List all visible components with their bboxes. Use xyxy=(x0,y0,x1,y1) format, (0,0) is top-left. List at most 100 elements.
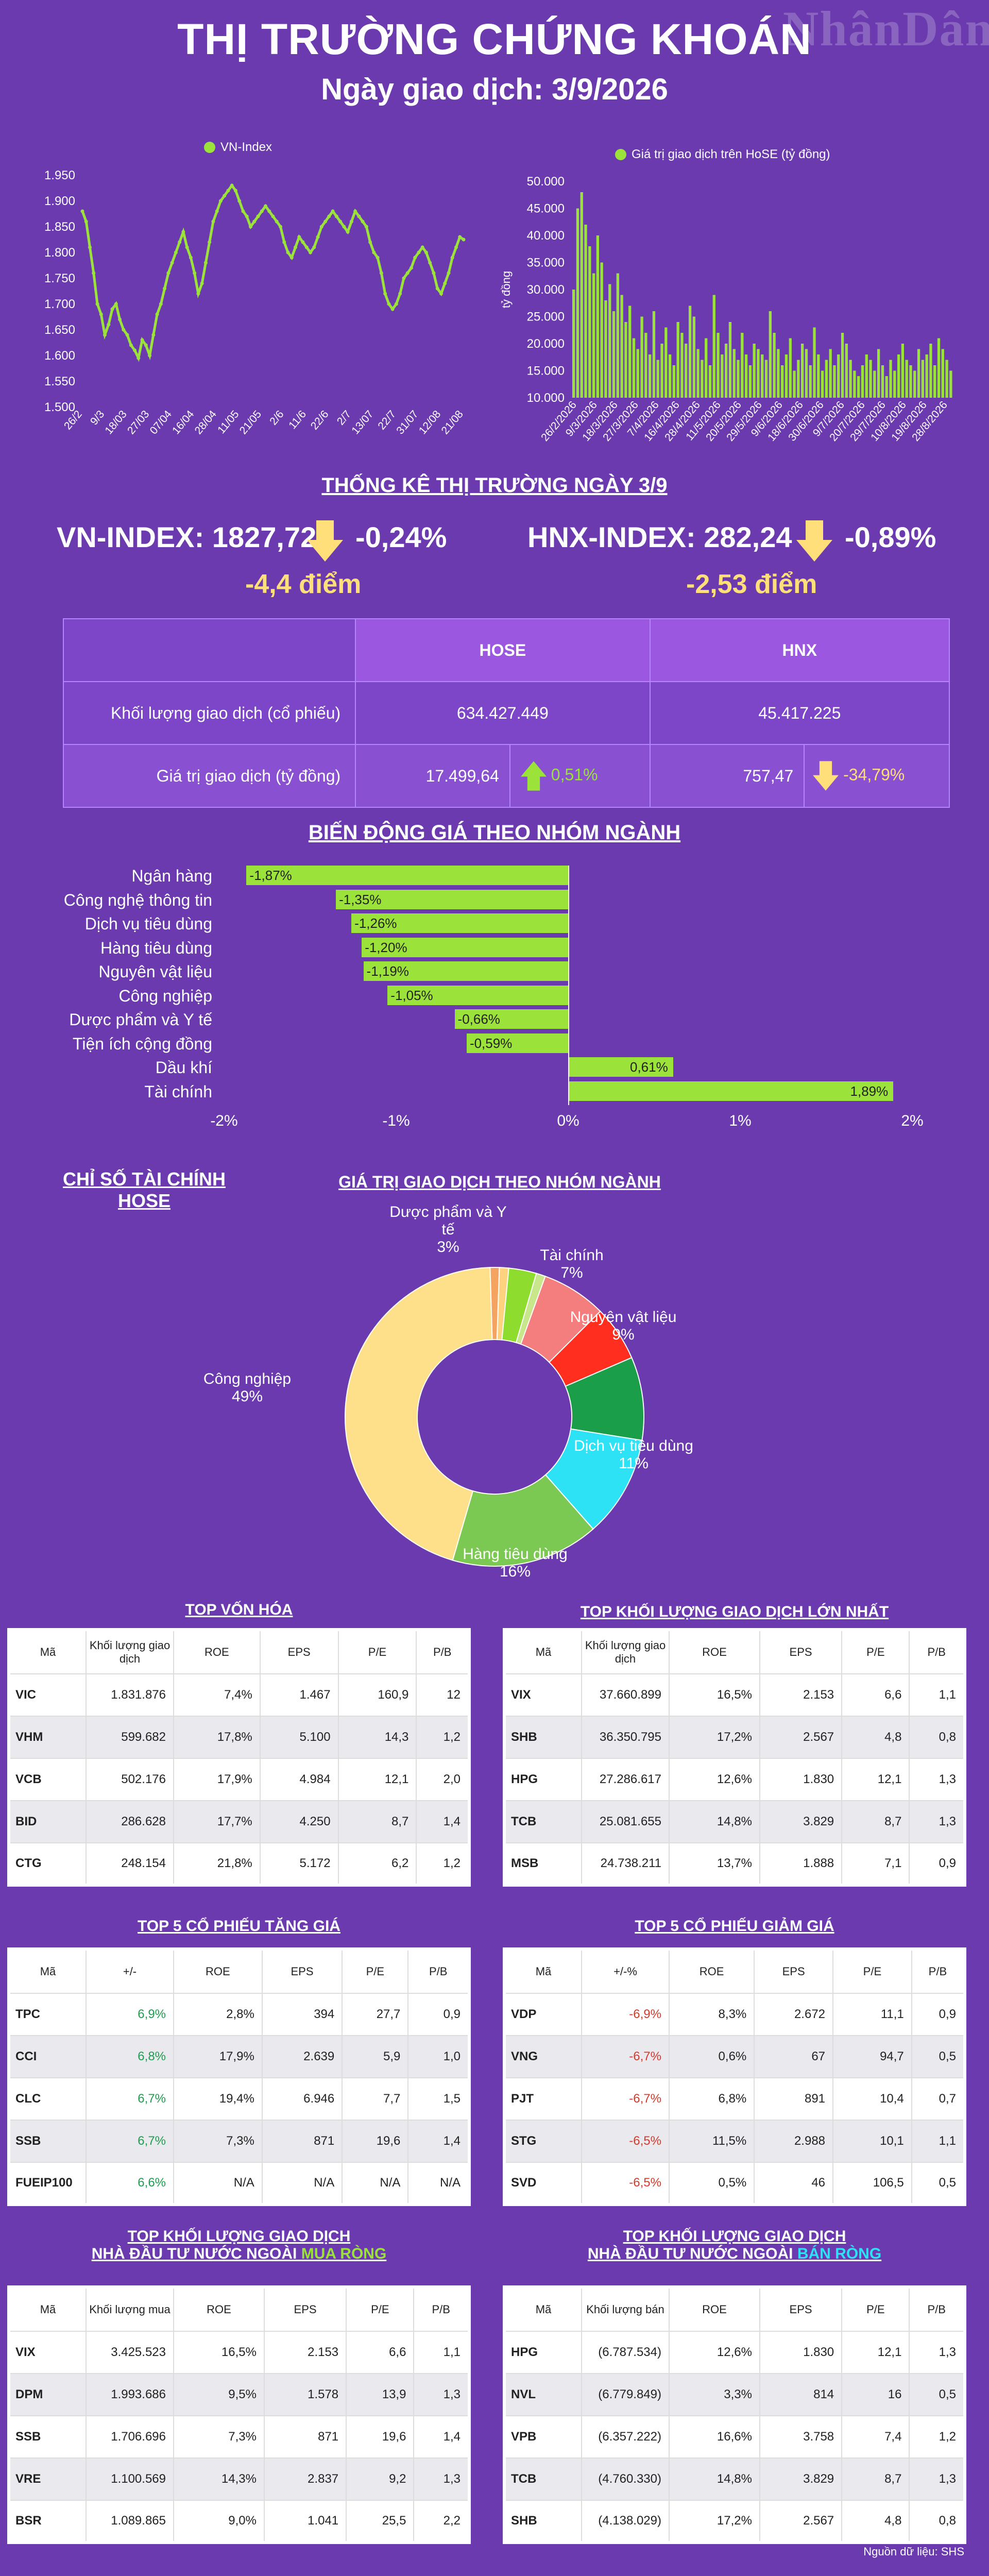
data-point xyxy=(103,333,107,337)
column-header: ROE xyxy=(173,2286,265,2332)
bar xyxy=(624,322,627,398)
pie-slice-label: Dược phẩm và Y tế 3% xyxy=(386,1204,510,1256)
y-tick-label: 1.700 xyxy=(44,297,75,311)
bar xyxy=(825,360,828,398)
data-point xyxy=(155,312,159,316)
sector-label: Hàng tiêu dùng xyxy=(100,938,212,957)
table-row: VPB (6.357.222) 16,6% 3.758 7,4 1,2 xyxy=(504,2415,965,2459)
slice-name: Dược phẩm và Y tế xyxy=(389,1204,507,1238)
data-point xyxy=(409,266,413,270)
bar xyxy=(929,344,932,398)
table-row: SVD -6,5% 0,5% 46 106,5 0,5 xyxy=(504,2162,966,2205)
table-cell: 248.154 xyxy=(86,1842,174,1886)
data-point xyxy=(260,209,264,213)
data-point xyxy=(428,261,432,265)
table-title-line: TOP KHỐI LƯỢNG GIAO DỊCH xyxy=(127,2228,351,2245)
sector-bar-chart: Ngân hàng -1,87% Công nghệ thông tin -1,35%… xyxy=(0,866,989,1144)
data-point xyxy=(84,219,88,224)
data-point xyxy=(200,281,204,285)
table-cell: 599.682 xyxy=(86,1716,174,1759)
data-point xyxy=(286,250,290,255)
column-header: Mã xyxy=(8,1948,87,1994)
column-header: +/-% xyxy=(581,1948,670,1994)
bar xyxy=(865,354,868,398)
bar xyxy=(628,306,632,398)
data-point xyxy=(424,250,428,255)
table-cell: 2.153 xyxy=(759,1673,843,1717)
table-cell: BID xyxy=(8,1800,87,1843)
bar xyxy=(692,316,695,398)
table-cell: 37.660.899 xyxy=(581,1673,670,1717)
title-highlight: MUA RÒNG xyxy=(301,2245,387,2262)
column-header: ROE xyxy=(173,1629,261,1674)
table-cell: VIC xyxy=(8,1673,87,1717)
bar xyxy=(901,344,905,398)
table-cell: VIX xyxy=(8,2331,87,2374)
table-cell: 6,7% xyxy=(86,2077,174,2121)
table-cell: 1.993.686 xyxy=(86,2373,174,2416)
data-point xyxy=(223,194,227,198)
table-header-row: Mã Khối lượng giao dịch ROE EPS P/E P/B xyxy=(504,1629,965,1674)
table-title: TOP 5 CỔ PHIẾU GIẢM GIÁ xyxy=(635,1918,834,1935)
table-cell: 394 xyxy=(261,1993,343,2036)
pie-title: GIÁ TRỊ GIAO DỊCH THEO NHÓM NGÀNH xyxy=(338,1173,661,1191)
data-point xyxy=(110,307,114,311)
data-point xyxy=(454,245,458,249)
data-point xyxy=(196,292,200,296)
table-cell: 16,5% xyxy=(669,1673,760,1717)
sector-label: Công nghiệp xyxy=(118,986,212,1005)
data-point xyxy=(163,286,167,291)
x-tick-label: 2% xyxy=(901,1112,924,1129)
sector-value-label: -1,05% xyxy=(390,987,433,1003)
data-point xyxy=(233,189,237,193)
y-tick-label: 10.000 xyxy=(527,391,565,405)
data-point xyxy=(230,183,234,188)
table-cell: 11,1 xyxy=(832,1993,912,2036)
hnxindex-pct: -0,89% xyxy=(845,521,936,553)
table-cell: 1,3 xyxy=(909,2331,965,2374)
table-cell: STG xyxy=(504,2120,582,2163)
bar xyxy=(620,295,623,398)
table-cell: N/A xyxy=(407,2162,470,2205)
data-point xyxy=(379,271,383,275)
slice-name: Tài chính xyxy=(540,1247,604,1264)
bar xyxy=(761,354,764,398)
column-header: Mã xyxy=(504,1629,582,1674)
data-point xyxy=(118,317,122,321)
column-header: Mã xyxy=(8,1629,87,1674)
table-cell: 2.837 xyxy=(263,2458,347,2501)
bar xyxy=(741,333,744,398)
column-header: EPS xyxy=(754,1948,834,1994)
bar xyxy=(616,273,619,398)
slice-pct: 9% xyxy=(612,1326,635,1343)
vnindex-value: VN-INDEX: 1827,72 xyxy=(57,521,317,553)
y-tick-label: 30.000 xyxy=(527,283,565,297)
table-cell: PJT xyxy=(504,2077,582,2121)
column-header: P/E xyxy=(832,1948,912,1994)
data-point xyxy=(275,219,279,224)
table-cell: 17,8% xyxy=(173,1716,261,1759)
bar xyxy=(572,290,575,398)
data-point xyxy=(405,271,410,275)
table-cell: N/A xyxy=(342,2162,409,2205)
table-cell: 9,2 xyxy=(346,2458,415,2501)
data-point xyxy=(159,302,163,306)
data-point xyxy=(211,219,215,224)
sector-label: Nguyên vật liệu xyxy=(98,962,212,981)
data-point xyxy=(80,209,84,213)
table-cell: 286.628 xyxy=(86,1800,174,1843)
table-row: HPG (6.787.534) 12,6% 1.830 12,1 1,3 xyxy=(504,2331,965,2374)
bar xyxy=(773,333,776,398)
slice-pct: 11% xyxy=(619,1455,649,1472)
table-row: VIC 1.831.876 7,4% 1.467 160,9 12 xyxy=(8,1673,470,1717)
table-cell: 4.250 xyxy=(259,1800,339,1843)
bar xyxy=(652,311,656,398)
slice-pct: 7% xyxy=(560,1264,583,1281)
table-cell: NVL xyxy=(504,2373,582,2416)
table-cell: 0,5 xyxy=(911,2035,966,2078)
data-point xyxy=(364,225,368,229)
table-cell: 0,8 xyxy=(909,1716,965,1759)
table-cell: 12 xyxy=(416,1673,470,1717)
bar xyxy=(897,354,900,398)
bar xyxy=(837,354,840,398)
